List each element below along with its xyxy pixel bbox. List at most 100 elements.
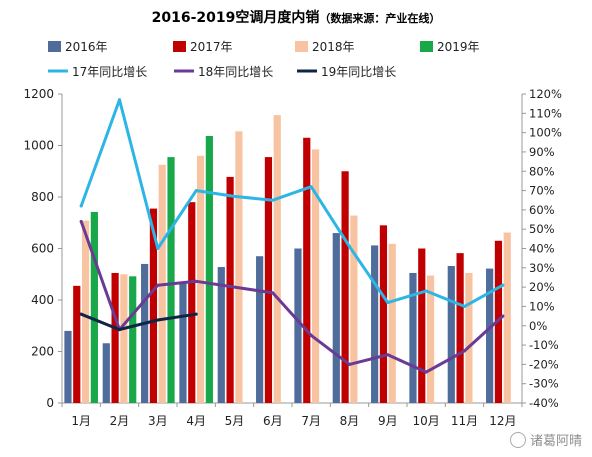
x-tick-label: 11月 [451,414,478,428]
series-point [309,185,313,189]
watermark: 诸葛阿晴 [509,430,582,449]
wechat-icon [509,431,526,448]
y2-tick-label: -20% [529,357,559,371]
y2-tick-label: 80% [529,164,555,178]
series-point [309,333,313,337]
series-point [118,98,121,102]
x-tick-label: 8月 [340,414,360,428]
series-point [118,328,121,332]
legend-swatch [295,41,308,52]
legend-swatch [173,41,186,52]
bar [111,272,119,403]
series-point [194,279,198,283]
bar [235,131,243,403]
bar [294,248,302,403]
bar [81,220,90,403]
bar [167,157,175,403]
bar [226,176,234,403]
series-point [194,312,198,316]
bar [371,245,379,403]
x-tick-label: 6月 [263,414,283,428]
legend-label: 18年同比增长 [198,65,273,79]
bar [341,171,349,403]
y-tick-label: 400 [31,293,54,307]
y2-tick-label: 20% [529,280,555,294]
y2-tick-label: -10% [529,338,559,352]
bar [264,157,273,403]
bar [141,263,149,403]
chart-subtitle: （数据来源：产业在线） [319,11,440,25]
bar [179,281,187,403]
legend-swatch [420,41,433,52]
y2-tick-label: 110% [529,106,562,120]
bar [256,256,264,403]
y-tick-label: 1200 [23,87,54,101]
legend-label: 17年同比增长 [72,65,147,79]
series-point [386,353,390,357]
series-point [463,349,466,353]
bar [388,243,396,403]
series-point [156,318,160,322]
series-point [348,245,351,249]
series-point [386,301,390,305]
bar [303,137,311,403]
y2-tick-label: 100% [529,126,562,140]
watermark-text: 诸葛阿晴 [529,434,582,449]
series-line [79,312,198,332]
bar [379,225,388,403]
bar [149,208,158,403]
series-point [271,198,275,202]
bar [120,274,128,403]
chart-title: 2016-2019空调月度内销（数据来源：产业在线） [152,9,441,26]
y2-tick-label: -30% [529,377,559,391]
bar [350,215,358,403]
bar [90,211,98,403]
y2-tick-label: 60% [529,203,555,217]
bar [456,253,464,403]
chart-title-main: 2016-2019空调月度内销 [152,9,320,26]
series-point [79,219,83,223]
y2-tick-label: 40% [529,242,555,256]
series-point [233,194,236,198]
bar [188,202,196,403]
x-tick-label: 7月 [301,414,321,428]
x-tick-label: 2月 [110,414,130,428]
series-point [194,189,198,193]
bar [503,232,511,403]
series-line [79,98,505,308]
bar [217,267,225,403]
series-point [156,283,160,287]
series-line [79,220,505,374]
y2-tick-label: 90% [529,145,555,159]
legend-label: 19年同比增长 [321,65,396,79]
series-point [463,304,466,308]
bar [486,268,494,403]
bar [73,285,81,403]
x-tick-label: 10月 [413,414,440,428]
y-tick-label: 200 [31,345,54,359]
bar [205,135,213,403]
x-tick-label: 3月 [148,414,168,428]
bar [196,155,205,403]
series-point [156,247,160,250]
series-point [348,362,351,366]
y2-tick-label: 10% [529,299,555,313]
bar [129,276,137,403]
series-point [79,204,83,208]
y2-tick-label: -40% [529,396,559,410]
legend-label: 2018年 [312,40,355,54]
legend-label: 2016年 [65,40,108,54]
series-point [79,312,83,316]
y-tick-label: 0 [46,396,54,410]
y2-tick-label: 50% [529,222,555,236]
legend-label: 2019年 [437,40,480,54]
bar [418,248,426,403]
y2-tick-label: 30% [529,261,555,275]
series-point [501,314,505,318]
bar [102,343,110,403]
series-point [233,285,236,289]
bar [426,275,435,403]
y2-tick-label: 0% [529,319,547,333]
y2-tick-label: 120% [529,87,562,101]
